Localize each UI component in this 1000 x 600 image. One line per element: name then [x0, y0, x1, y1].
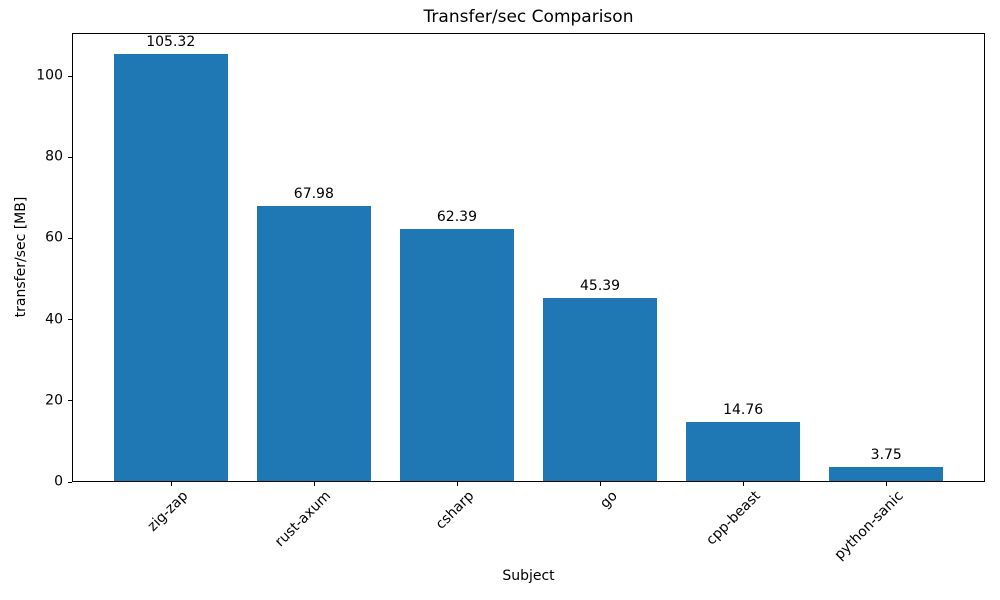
- x-tick-label: go: [596, 488, 621, 512]
- y-tick-label: 0: [54, 473, 63, 490]
- x-tick-label: csharp: [432, 488, 478, 533]
- x-tick-label: python-sanic: [831, 488, 907, 564]
- y-tick-label: 40: [45, 311, 63, 328]
- y-tick-label: 20: [45, 392, 63, 409]
- y-tick-label: 80: [45, 148, 63, 165]
- y-tick-mark: [68, 156, 72, 158]
- bar-rust-axum: [256, 206, 372, 481]
- x-tick-mark: [313, 482, 315, 486]
- bar-value-label: 14.76: [723, 402, 764, 419]
- bar-cpp-beast: [685, 422, 801, 481]
- bar-csharp: [399, 228, 515, 481]
- chart-title: Transfer/sec Comparison: [423, 7, 634, 27]
- bar-value-label: 45.39: [580, 277, 621, 294]
- x-tick-mark: [456, 482, 458, 486]
- x-tick-mark: [886, 482, 888, 486]
- y-tick-label: 100: [36, 67, 63, 84]
- y-tick-mark: [68, 237, 72, 239]
- plot-area: [72, 33, 985, 482]
- x-tick-label: zig-zap: [144, 488, 192, 535]
- x-axis-label: Subject: [502, 568, 555, 584]
- bar-zig-zap: [113, 54, 228, 481]
- y-tick-mark: [68, 400, 72, 402]
- bar-go: [542, 297, 658, 481]
- x-tick-mark: [600, 482, 602, 486]
- bar-value-label: 105.32: [146, 34, 196, 51]
- y-tick-mark: [68, 75, 72, 77]
- y-tick-mark: [68, 481, 72, 483]
- y-tick-mark: [68, 319, 72, 321]
- bar-value-label: 3.75: [870, 446, 902, 463]
- y-tick-label: 60: [45, 229, 63, 246]
- bar-value-label: 67.98: [293, 186, 334, 203]
- x-tick-label: cpp-beast: [703, 488, 764, 549]
- x-tick-label: rust-axum: [272, 488, 335, 551]
- bar-python-sanic: [829, 466, 944, 481]
- y-axis-label: transfer/sec [MB]: [13, 196, 29, 318]
- x-tick-mark: [743, 482, 745, 486]
- x-tick-mark: [170, 482, 172, 486]
- bar-value-label: 62.39: [436, 208, 477, 225]
